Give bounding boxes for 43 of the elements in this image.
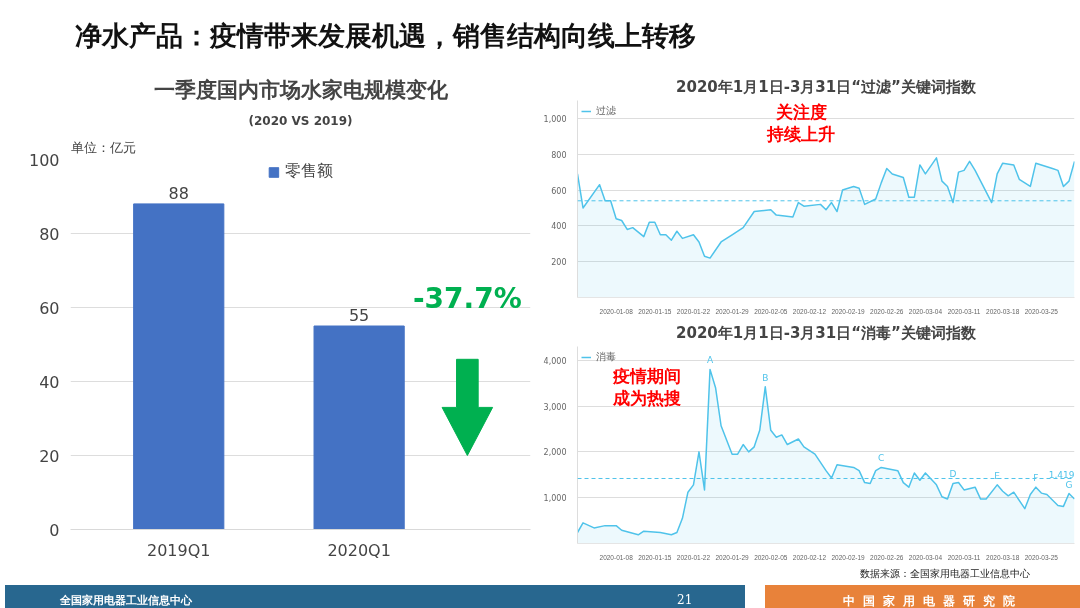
y-tick-label: 20 <box>39 446 60 466</box>
chart-subtitle: (2020 VS 2019) <box>248 113 353 128</box>
annotation: 持续上升 <box>766 124 836 145</box>
y-tick-label: 100 <box>28 150 60 170</box>
y-tick-label: 60 <box>39 298 60 318</box>
text: 21 <box>677 592 693 608</box>
annotation: -37.7% <box>412 281 522 315</box>
y-tick-label: 1,000 <box>543 494 567 504</box>
annotation: 成为热搜 <box>612 388 682 409</box>
legend-label: 消毒 <box>596 350 616 364</box>
y-tick-label: 80 <box>39 224 60 244</box>
y-tick-label: 2,000 <box>543 448 567 458</box>
annotation: B <box>762 372 769 383</box>
annotation: D <box>949 469 957 480</box>
annotation: A <box>706 355 714 366</box>
legend-label: 过滤 <box>596 104 616 118</box>
annotation: 疫情期间 <box>612 366 682 387</box>
y-tick-label: 3,000 <box>543 402 567 412</box>
chart-title: 2020年1月1日-3月31日“消毒”关键词指数 <box>676 323 977 342</box>
y-axis-title: 单位：亿元 <box>70 139 136 155</box>
source-note: 数据来源：全国家用电器工业信息中心 <box>860 567 1030 581</box>
y-tick-label: 400 <box>551 222 567 232</box>
annotation: C <box>878 453 885 464</box>
y-tick-label: 800 <box>551 150 567 160</box>
y-tick-label: 40 <box>39 372 60 392</box>
x-tick-label: 2020Q1 <box>327 540 391 560</box>
y-tick-label: 1,000 <box>543 114 567 124</box>
y-tick-label: 4,000 <box>543 356 567 366</box>
text: 净水产品：疫情带来发展机遇，销售结构向线上转移 <box>74 19 696 53</box>
chart-title: 一季度国内市场水家电规模变化 <box>153 77 449 102</box>
annotation: 关注度 <box>774 102 827 123</box>
data-label: 55 <box>348 306 370 325</box>
chart-title: 2020年1月1日-3月31日“过滤”关键词指数 <box>676 77 977 96</box>
text: 全国家用电器工业信息中心 <box>60 593 192 608</box>
data-label: 88 <box>168 183 189 203</box>
y-tick-label: 200 <box>551 258 567 268</box>
annotation: G <box>1065 479 1073 490</box>
ref-line-label: 1,419 <box>1048 470 1075 481</box>
y-tick-label: 600 <box>551 186 567 196</box>
text: 中国家用电器研究院 <box>843 593 1023 608</box>
legend-label: 零售额 <box>284 161 333 182</box>
x-tick-label: 2019Q1 <box>146 540 211 560</box>
y-tick-label: 0 <box>49 520 60 540</box>
